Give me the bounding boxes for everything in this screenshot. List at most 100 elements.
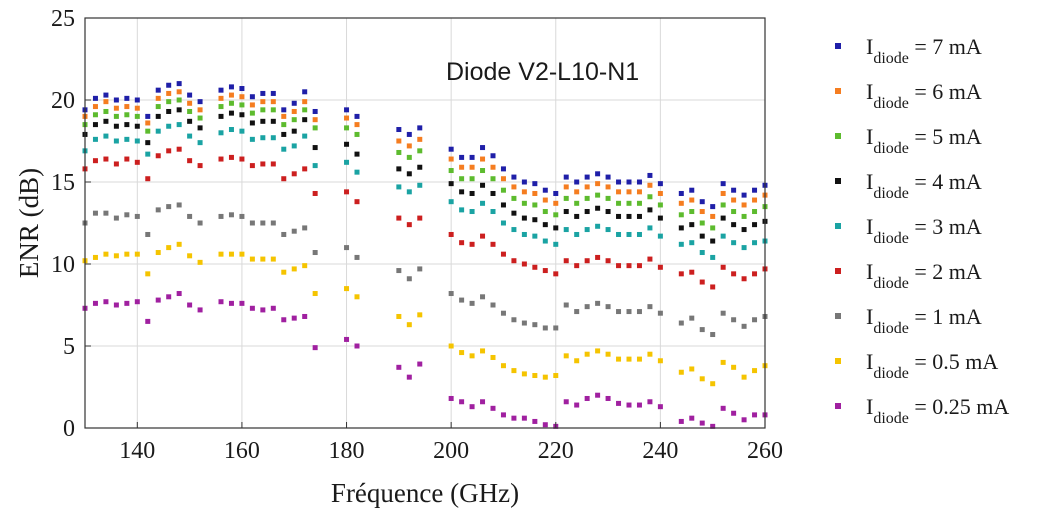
data-point-s8 <box>626 402 632 408</box>
data-point-s1 <box>657 190 663 196</box>
data-point-s6 <box>302 225 308 231</box>
data-point-s4 <box>396 184 402 190</box>
data-point-s8 <box>731 410 737 416</box>
legend-entry: Idiode = 3 mA <box>866 214 982 247</box>
data-point-s1 <box>281 113 287 119</box>
data-point-s2 <box>239 102 245 108</box>
x-tick-labels: 140 160 180 200 220 240 260 <box>119 422 783 464</box>
data-point-s7 <box>459 350 465 356</box>
data-point-s2 <box>312 125 318 131</box>
data-point-s7 <box>92 254 98 260</box>
data-point-s3 <box>689 222 695 228</box>
data-point-s0 <box>344 107 350 113</box>
data-point-s4 <box>741 245 747 251</box>
data-point-s8 <box>155 297 161 303</box>
data-point-s1 <box>197 107 203 113</box>
data-point-s3 <box>124 122 130 128</box>
data-point-s8 <box>344 336 350 342</box>
data-point-s0 <box>124 95 130 101</box>
data-point-s6 <box>626 309 632 315</box>
data-point-s6 <box>542 325 548 331</box>
legend-entry: Idiode = 0.25 mA <box>866 394 1009 427</box>
data-point-s3 <box>720 215 726 221</box>
data-point-s8 <box>657 404 663 410</box>
data-point-s5 <box>626 263 632 269</box>
data-point-s3 <box>155 113 161 119</box>
data-point-s6 <box>197 220 203 226</box>
x-tick-label: 260 <box>747 438 783 464</box>
data-point-s0 <box>574 179 580 185</box>
data-point-s2 <box>532 202 538 208</box>
data-point-s3 <box>459 189 465 195</box>
data-point-s1 <box>176 89 182 95</box>
data-point-s6 <box>699 327 705 333</box>
legend-marker <box>835 268 841 274</box>
data-point-s1 <box>605 184 611 190</box>
data-point-s4 <box>532 233 538 239</box>
data-point-s3 <box>344 141 350 147</box>
data-point-s2 <box>249 110 255 116</box>
data-point-s5 <box>291 171 297 177</box>
data-point-s5 <box>563 258 569 264</box>
data-point-s5 <box>752 271 758 277</box>
data-point-s7 <box>396 313 402 319</box>
data-point-s4 <box>678 241 684 247</box>
data-point-s4 <box>260 135 266 141</box>
data-point-s2 <box>710 225 716 231</box>
y-tick-label: 10 <box>51 252 75 278</box>
data-point-s1 <box>480 156 486 162</box>
data-point-s8 <box>281 317 287 323</box>
data-point-s2 <box>228 100 234 106</box>
data-point-s5 <box>720 264 726 270</box>
data-point-s7 <box>480 348 486 354</box>
y-tick-label: 15 <box>51 170 75 196</box>
data-point-s3 <box>270 118 276 124</box>
data-point-s0 <box>741 192 747 198</box>
data-point-s5 <box>636 263 642 269</box>
y-axis-label: ENR (dB) <box>14 168 44 278</box>
data-point-s2 <box>134 113 140 119</box>
data-point-s7 <box>249 256 255 262</box>
data-point-s3 <box>678 225 684 231</box>
data-point-s1 <box>542 197 548 203</box>
data-point-s1 <box>134 105 140 111</box>
data-point-s1 <box>448 156 454 162</box>
data-point-s5 <box>574 263 580 269</box>
data-point-s7 <box>699 376 705 382</box>
data-point-s0 <box>197 99 203 105</box>
data-point-s3 <box>636 213 642 219</box>
data-point-s7 <box>166 245 172 251</box>
data-point-s4 <box>553 241 559 247</box>
data-point-s6 <box>406 276 412 282</box>
data-point-s6 <box>354 254 360 260</box>
data-point-s7 <box>187 253 193 259</box>
data-point-s5 <box>344 189 350 195</box>
data-point-s6 <box>113 215 119 221</box>
data-point-s6 <box>511 317 517 323</box>
data-point-s0 <box>302 89 308 95</box>
data-point-s2 <box>699 220 705 226</box>
data-point-s5 <box>124 156 130 162</box>
data-point-s5 <box>134 159 140 165</box>
legend-marker <box>835 358 841 364</box>
data-point-s4 <box>448 199 454 205</box>
data-point-s7 <box>417 312 423 318</box>
data-point-s7 <box>553 373 559 379</box>
x-tick-label: 140 <box>119 438 155 464</box>
x-tick-label: 240 <box>642 438 678 464</box>
data-point-s3 <box>521 215 527 221</box>
data-point-s6 <box>532 322 538 328</box>
data-point-s6 <box>731 317 737 323</box>
data-point-s3 <box>187 118 193 124</box>
data-point-s2 <box>616 200 622 206</box>
data-point-s2 <box>553 212 559 218</box>
data-point-s2 <box>459 176 465 182</box>
data-point-s7 <box>731 364 737 370</box>
data-point-s6 <box>616 309 622 315</box>
data-point-s3 <box>595 205 601 211</box>
data-point-s0 <box>249 94 255 100</box>
data-point-s8 <box>448 395 454 401</box>
data-point-s8 <box>124 300 130 306</box>
data-point-s1 <box>155 95 161 101</box>
data-point-s5 <box>459 240 465 246</box>
